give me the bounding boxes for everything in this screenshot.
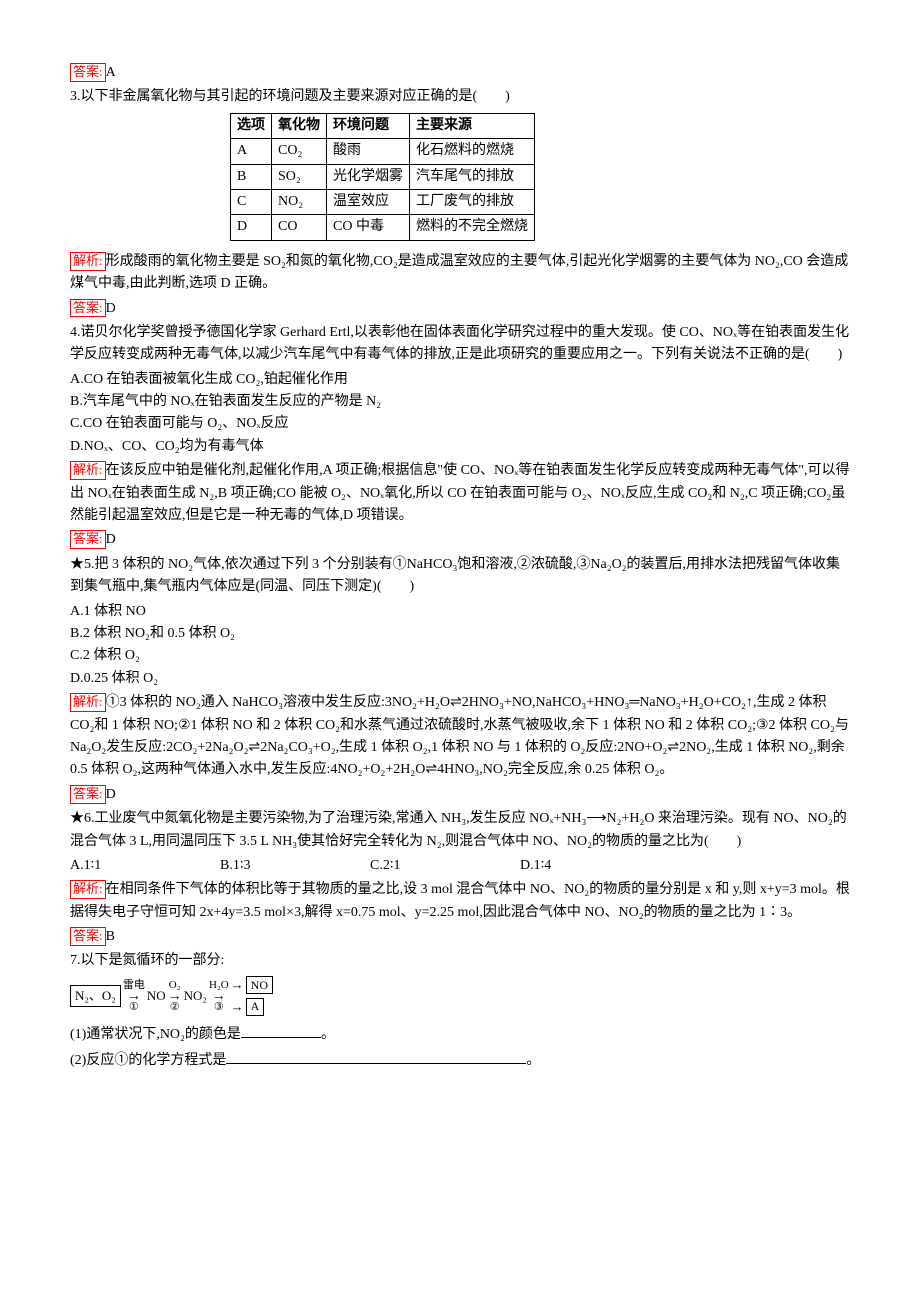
q4-opt-a: A.CO 在铂表面被氧化生成 CO₂,铂起催化作用: [70, 369, 850, 391]
q4-answer: 答案:D: [70, 529, 850, 551]
q5-opt-c: C.2 体积 O₂: [70, 645, 850, 667]
answer-label: 答案:: [70, 785, 106, 804]
q3-explain-text: 形成酸雨的氧化物主要是 SO₂和氮的氧化物,CO₂是造成温室效应的主要气体,引起…: [70, 254, 848, 291]
q5-answer-letter: D: [106, 787, 116, 802]
explain-label: 解析:: [70, 252, 106, 271]
answer-label: 答案:: [70, 530, 106, 549]
q7-sub2-text: (2)反应①的化学方程式是: [70, 1053, 226, 1068]
q5-opt-b: B.2 体积 NO₂和 0.5 体积 O₂: [70, 623, 850, 645]
cycle-start-box: N₂、O₂: [70, 985, 121, 1007]
cycle-products-stack: →NO →A: [231, 975, 273, 1018]
cycle-arrow-1: 雷电 → ①: [123, 980, 145, 1013]
arrow2-bottom-label: ②: [170, 1002, 180, 1013]
cycle-node-no2: NO₂: [184, 986, 207, 1007]
q4-explain-text: 在该反应中铂是催化剂,起催化作用,A 项正确;根据信息"使 CO、NOₓ等在铂表…: [70, 463, 850, 523]
q7-sub2-tail: 。: [526, 1053, 540, 1068]
q7-sub2: (2)反应①的化学方程式是 。: [70, 1049, 850, 1072]
q4-explain: 解析:在该反应中铂是催化剂,起催化作用,A 项正确;根据信息"使 CO、NOₓ等…: [70, 460, 850, 527]
arrow3-bottom-label: ③: [214, 1002, 224, 1013]
q4-answer-letter: D: [106, 532, 116, 547]
cycle-product-a: A: [246, 998, 265, 1016]
q3-explain: 解析:形成酸雨的氧化物主要是 SO₂和氮的氧化物,CO₂是造成温室效应的主要气体…: [70, 251, 850, 296]
q3-stem: 3.以下非金属氧化物与其引起的环境问题及主要来源对应正确的是( ): [70, 86, 850, 108]
q6-answer: 答案:B: [70, 926, 850, 948]
nitrogen-cycle-diagram: N₂、O₂ 雷电 → ① NO O₂ → ② NO₂ H₂O → ③ →NO →…: [70, 975, 850, 1018]
q5-opt-d: D.0.25 体积 O₂: [70, 668, 850, 690]
table-header-row: 选项 氧化物 环境问题 主要来源: [231, 113, 535, 138]
q6-opt-b: B.1∶3: [220, 855, 370, 877]
cycle-arrow-3: H₂O → ③: [209, 980, 229, 1013]
q6-opt-c: C.2∶1: [370, 855, 520, 877]
q6-explain: 解析:在相同条件下气体的体积比等于其物质的量之比,设 3 mol 混合气体中 N…: [70, 879, 850, 924]
table-row: D CO CO 中毒 燃料的不完全燃烧: [231, 215, 535, 240]
fill-blank[interactable]: [226, 1049, 526, 1064]
q3-answer-letter: D: [106, 301, 116, 316]
table-row: C NO₂ 温室效应 工厂废气的排放: [231, 189, 535, 214]
col-oxide: 氧化物: [272, 113, 327, 138]
explain-label: 解析:: [70, 693, 106, 712]
answer-label: 答案:: [70, 927, 106, 946]
cycle-arrow-2: O₂ → ②: [168, 980, 182, 1013]
explain-label: 解析:: [70, 461, 106, 480]
arrow-icon: →: [231, 975, 244, 996]
q6-stem: ★6.工业废气中氮氧化物是主要污染物,为了治理污染,常通入 NH₃,发生反应 N…: [70, 808, 850, 853]
q6-answer-letter: B: [106, 929, 115, 944]
arrow1-bottom-label: ①: [129, 1002, 139, 1013]
q4-opt-b: B.汽车尾气中的 NOₓ在铂表面发生反应的产物是 N₂: [70, 391, 850, 413]
explain-label: 解析:: [70, 880, 106, 899]
q5-explain: 解析:①3 体积的 NO₂通入 NaHCO₃溶液中发生反应:3NO₂+H₂O⇌2…: [70, 692, 850, 782]
q4-opt-c: C.CO 在铂表面可能与 O₂、NOₓ反应: [70, 413, 850, 435]
fill-blank[interactable]: [241, 1023, 321, 1038]
answer-label: 答案:: [70, 63, 106, 82]
table-row: B SO₂ 光化学烟雾 汽车尾气的排放: [231, 164, 535, 189]
q4-opt-d: D.NOₓ、CO、CO₂均为有毒气体: [70, 436, 850, 458]
q5-answer: 答案:D: [70, 784, 850, 806]
q7-sub1-text: (1)通常状况下,NO₂的颜色是: [70, 1027, 241, 1042]
q7-sub1-tail: 。: [321, 1027, 335, 1042]
q4-stem: 4.诺贝尔化学奖曾授予德国化学家 Gerhard Ertl,以表彰他在固体表面化…: [70, 322, 850, 367]
table-row: A CO₂ 酸雨 化石燃料的燃烧: [231, 139, 535, 164]
col-option: 选项: [231, 113, 272, 138]
col-source: 主要来源: [410, 113, 535, 138]
cycle-node-no: NO: [147, 986, 166, 1007]
answer-label: 答案:: [70, 299, 106, 318]
col-issue: 环境问题: [327, 113, 410, 138]
q6-opt-a: A.1∶1: [70, 855, 220, 877]
q6-opt-d: D.1∶4: [520, 855, 670, 877]
q2-answer: 答案:A: [70, 62, 850, 84]
q2-answer-letter: A: [106, 65, 116, 80]
q3-answer: 答案:D: [70, 298, 850, 320]
q5-stem: ★5.把 3 体积的 NO₂气体,依次通过下列 3 个分别装有①NaHCO₃饱和…: [70, 554, 850, 599]
q3-table: 选项 氧化物 环境问题 主要来源 A CO₂ 酸雨 化石燃料的燃烧 B SO₂ …: [230, 113, 535, 241]
q6-explain-text: 在相同条件下气体的体积比等于其物质的量之比,设 3 mol 混合气体中 NO、N…: [70, 882, 850, 919]
arrow-icon: →: [231, 997, 244, 1018]
cycle-product-no: NO: [246, 976, 273, 994]
q7-sub1: (1)通常状况下,NO₂的颜色是 。: [70, 1023, 850, 1046]
q7-stem: 7.以下是氮循环的一部分:: [70, 950, 850, 972]
q6-options-row: A.1∶1 B.1∶3 C.2∶1 D.1∶4: [70, 855, 850, 877]
q5-opt-a: A.1 体积 NO: [70, 601, 850, 623]
q5-explain-text: ①3 体积的 NO₂通入 NaHCO₃溶液中发生反应:3NO₂+H₂O⇌2HNO…: [70, 695, 849, 777]
